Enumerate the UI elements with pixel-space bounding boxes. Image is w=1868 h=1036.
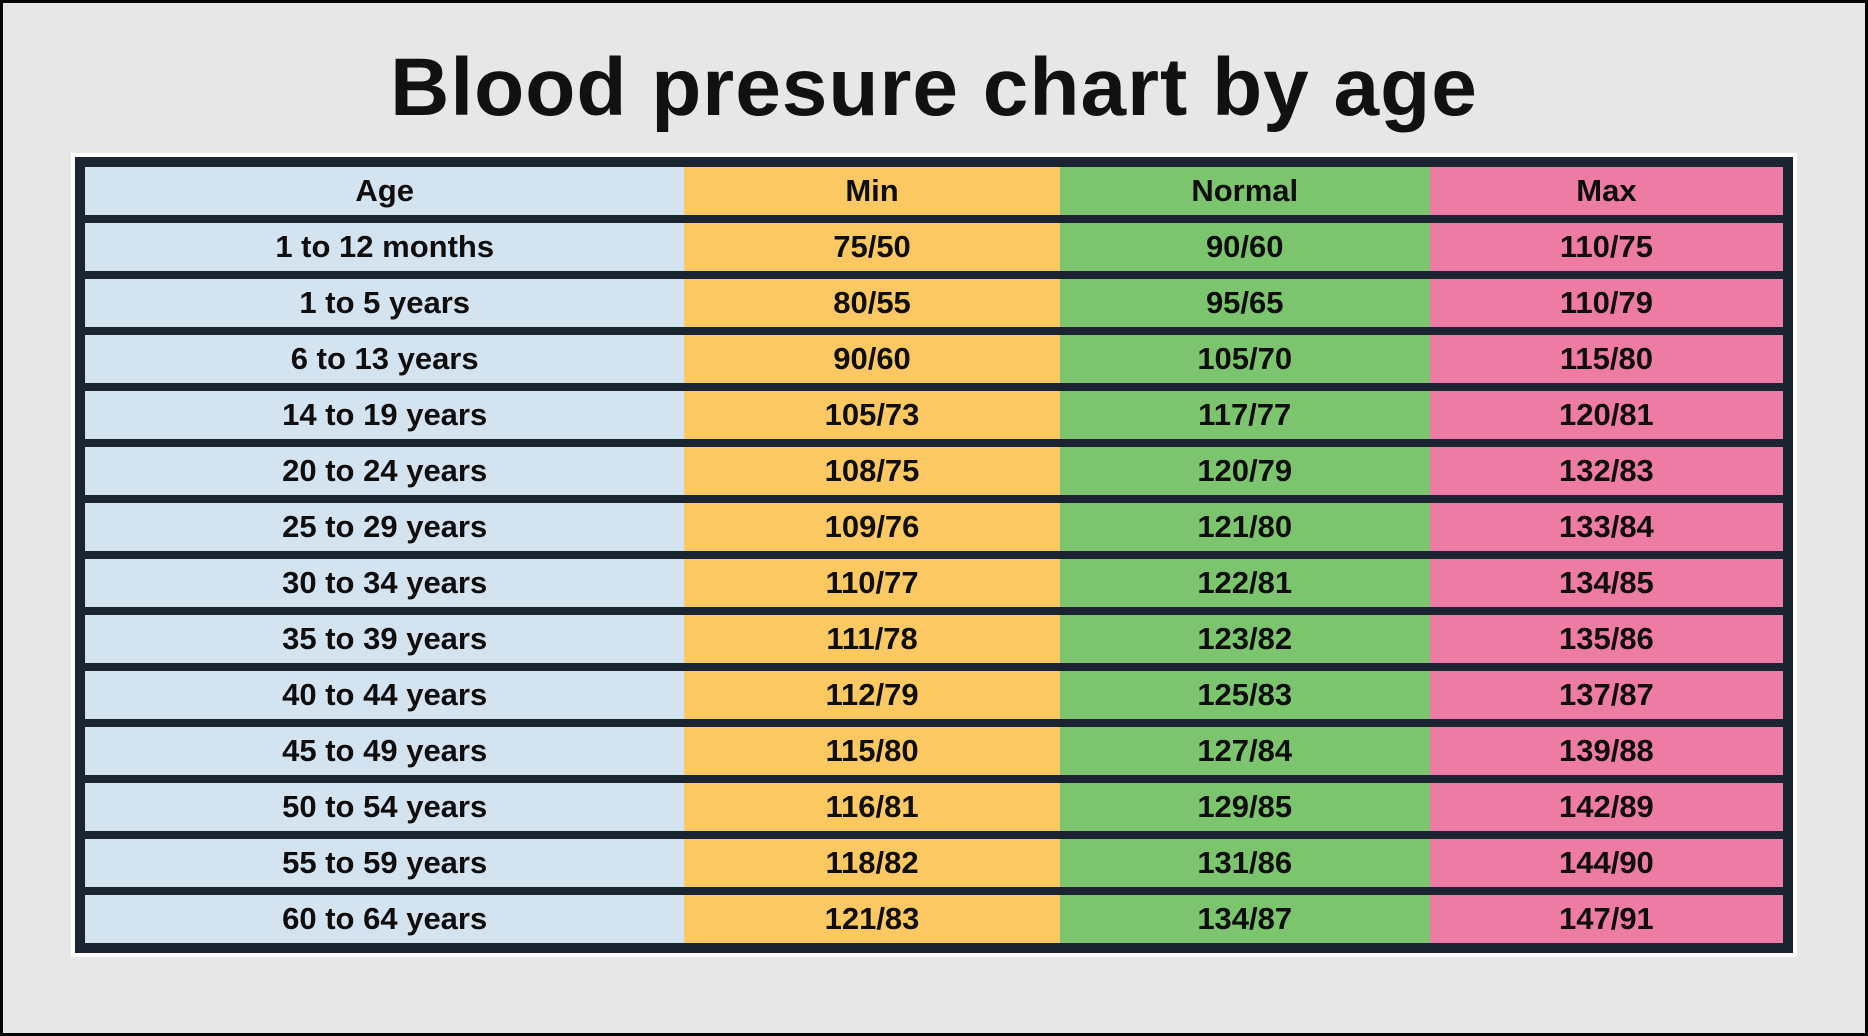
table-row: 35 to 39 years 111/78 123/82 135/86 xyxy=(80,607,1788,667)
column-header-max: Max xyxy=(1429,162,1788,219)
column-header-normal: Normal xyxy=(1059,162,1430,219)
value-cell: 108/75 xyxy=(684,439,1060,499)
value-cell: 112/79 xyxy=(684,663,1060,723)
value-cell: 123/82 xyxy=(1059,607,1430,667)
age-cell: 1 to 5 years xyxy=(80,271,685,331)
value-cell: 144/90 xyxy=(1429,831,1788,891)
value-cell: 121/80 xyxy=(1059,495,1430,555)
table-row: 1 to 5 years 80/55 95/65 110/79 xyxy=(80,271,1788,331)
blood-pressure-table: Age Min Normal Max 1 to 12 months 75/50 90/60… xyxy=(75,157,1793,953)
table-row: 1 to 12 months 75/50 90/60 110/75 xyxy=(80,215,1788,275)
value-cell: 120/81 xyxy=(1429,383,1788,443)
age-cell: 20 to 24 years xyxy=(80,439,685,499)
value-cell: 129/85 xyxy=(1059,775,1430,835)
table-row: 60 to 64 years 121/83 134/87 147/91 xyxy=(80,887,1788,948)
age-cell: 6 to 13 years xyxy=(80,327,685,387)
value-cell: 122/81 xyxy=(1059,551,1430,611)
table-row: 50 to 54 years 116/81 129/85 142/89 xyxy=(80,775,1788,835)
age-cell: 40 to 44 years xyxy=(80,663,685,723)
value-cell: 134/85 xyxy=(1429,551,1788,611)
blood-pressure-table-wrap: Age Min Normal Max 1 to 12 months 75/50 90/60… xyxy=(75,157,1793,953)
value-cell: 147/91 xyxy=(1429,887,1788,948)
value-cell: 134/87 xyxy=(1059,887,1430,948)
value-cell: 95/65 xyxy=(1059,271,1430,331)
value-cell: 142/89 xyxy=(1429,775,1788,835)
age-cell: 60 to 64 years xyxy=(80,887,685,948)
table-row: 40 to 44 years 112/79 125/83 137/87 xyxy=(80,663,1788,723)
value-cell: 137/87 xyxy=(1429,663,1788,723)
value-cell: 75/50 xyxy=(684,215,1060,275)
column-header-min: Min xyxy=(684,162,1060,219)
value-cell: 80/55 xyxy=(684,271,1060,331)
value-cell: 139/88 xyxy=(1429,719,1788,779)
age-cell: 45 to 49 years xyxy=(80,719,685,779)
age-cell: 25 to 29 years xyxy=(80,495,685,555)
value-cell: 110/77 xyxy=(684,551,1060,611)
age-cell: 55 to 59 years xyxy=(80,831,685,891)
value-cell: 90/60 xyxy=(1059,215,1430,275)
value-cell: 135/86 xyxy=(1429,607,1788,667)
value-cell: 131/86 xyxy=(1059,831,1430,891)
column-header-age: Age xyxy=(80,162,685,219)
value-cell: 133/84 xyxy=(1429,495,1788,555)
table-row: 14 to 19 years 105/73 117/77 120/81 xyxy=(80,383,1788,443)
table-row: 45 to 49 years 115/80 127/84 139/88 xyxy=(80,719,1788,779)
value-cell: 116/81 xyxy=(684,775,1060,835)
value-cell: 115/80 xyxy=(684,719,1060,779)
age-cell: 35 to 39 years xyxy=(80,607,685,667)
header-row: Age Min Normal Max xyxy=(80,162,1788,219)
age-cell: 1 to 12 months xyxy=(80,215,685,275)
page-title: Blood presure chart by age xyxy=(390,42,1478,133)
value-cell: 132/83 xyxy=(1429,439,1788,499)
table-row: 20 to 24 years 108/75 120/79 132/83 xyxy=(80,439,1788,499)
value-cell: 118/82 xyxy=(684,831,1060,891)
value-cell: 121/83 xyxy=(684,887,1060,948)
value-cell: 105/70 xyxy=(1059,327,1430,387)
age-cell: 14 to 19 years xyxy=(80,383,685,443)
value-cell: 110/79 xyxy=(1429,271,1788,331)
value-cell: 127/84 xyxy=(1059,719,1430,779)
table-row: 55 to 59 years 118/82 131/86 144/90 xyxy=(80,831,1788,891)
value-cell: 115/80 xyxy=(1429,327,1788,387)
table-row: 30 to 34 years 110/77 122/81 134/85 xyxy=(80,551,1788,611)
value-cell: 110/75 xyxy=(1429,215,1788,275)
value-cell: 105/73 xyxy=(684,383,1060,443)
age-cell: 50 to 54 years xyxy=(80,775,685,835)
table-row: 25 to 29 years 109/76 121/80 133/84 xyxy=(80,495,1788,555)
value-cell: 117/77 xyxy=(1059,383,1430,443)
value-cell: 90/60 xyxy=(684,327,1060,387)
value-cell: 111/78 xyxy=(684,607,1060,667)
value-cell: 109/76 xyxy=(684,495,1060,555)
table-row: 6 to 13 years 90/60 105/70 115/80 xyxy=(80,327,1788,387)
value-cell: 125/83 xyxy=(1059,663,1430,723)
value-cell: 120/79 xyxy=(1059,439,1430,499)
age-cell: 30 to 34 years xyxy=(80,551,685,611)
